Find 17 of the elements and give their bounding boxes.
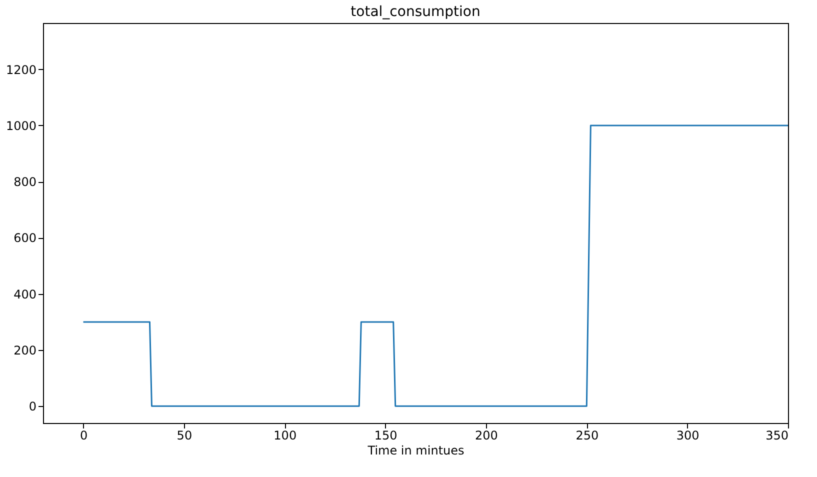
chart-title: total_consumption	[350, 4, 480, 20]
x-tick-label: 350	[766, 428, 788, 442]
x-tick-label: 50	[176, 428, 192, 442]
y-tick-label: 200	[14, 344, 36, 358]
y-tick-label: 0	[28, 400, 36, 414]
x-tick-label: 0	[80, 428, 88, 442]
x-axis-title: Time in mintues	[366, 444, 464, 458]
y-tick-label: 400	[14, 287, 36, 302]
y-tick-label: 800	[14, 175, 36, 190]
x-tick-label: 250	[576, 428, 599, 442]
x-tick-label: 300	[676, 428, 700, 442]
x-tick-label: 150	[374, 428, 398, 442]
y-tick-label: 1000	[6, 118, 36, 133]
y-tick-label: 600	[14, 231, 36, 246]
x-tick-label: 200	[475, 428, 498, 442]
y-tick-label: 1200	[6, 62, 36, 77]
x-tick-label: 100	[274, 428, 297, 442]
